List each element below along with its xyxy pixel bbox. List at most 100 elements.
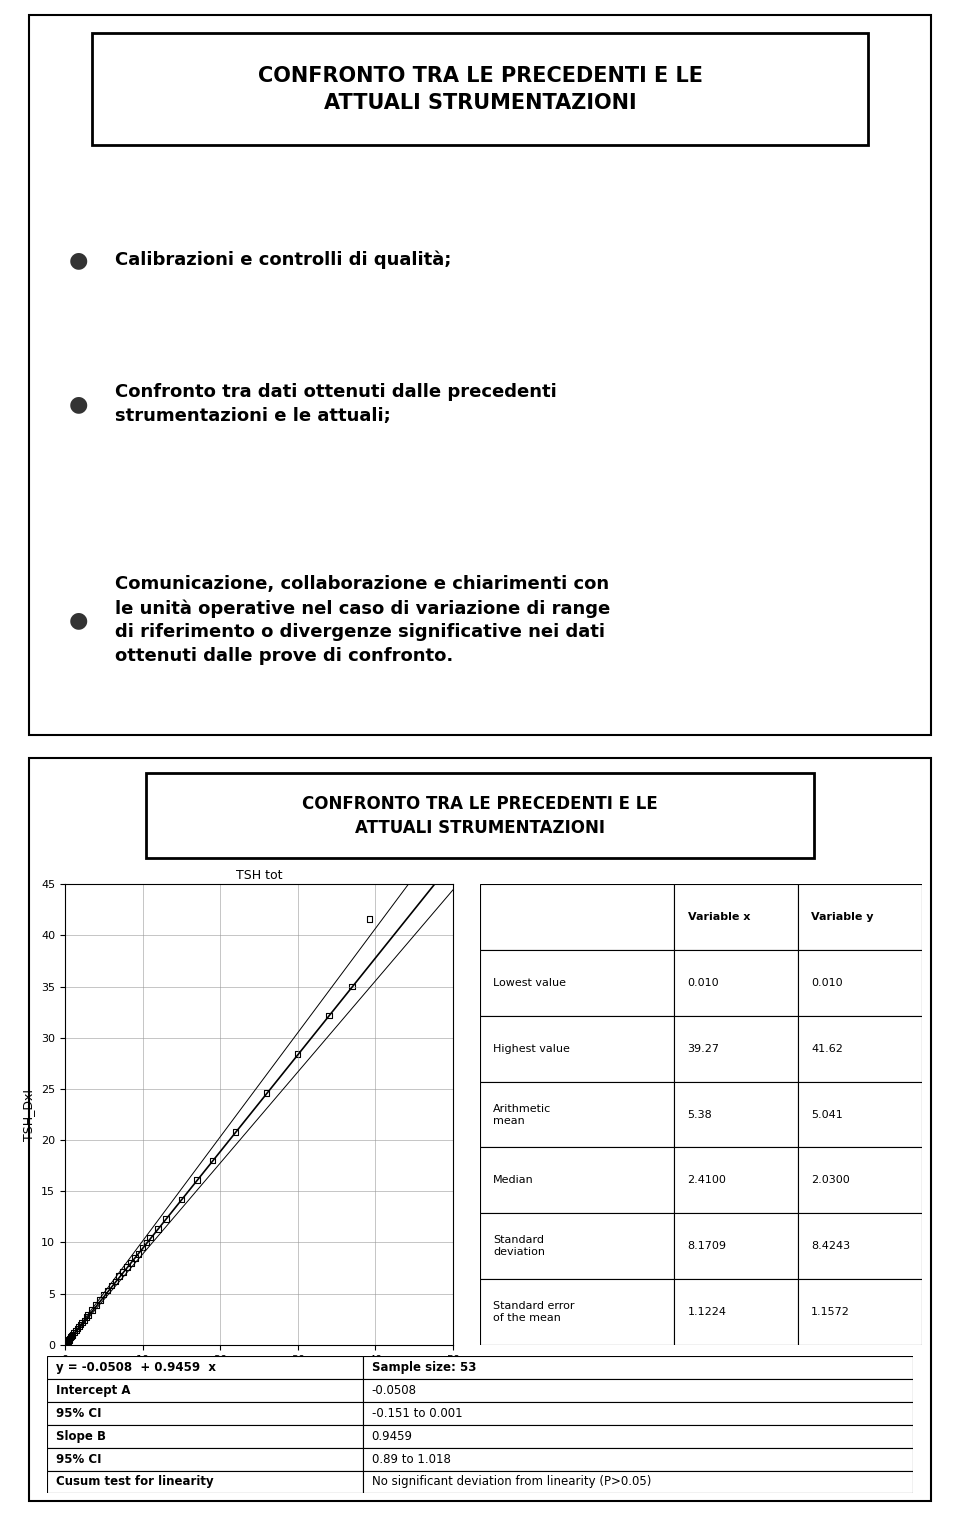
Bar	[674, 1082, 798, 1148]
Point	[81, 1304, 96, 1328]
Bar	[480, 1213, 674, 1280]
Bar	[674, 884, 798, 951]
Text: 2.4100: 2.4100	[687, 1175, 727, 1186]
Bar	[480, 884, 674, 951]
Point	[228, 1120, 243, 1145]
Point	[96, 1283, 111, 1307]
Bar	[674, 1148, 798, 1213]
Point	[189, 1167, 204, 1192]
Point	[58, 1333, 73, 1357]
Point	[58, 1333, 73, 1357]
Bar	[363, 1402, 913, 1425]
Y-axis label: TSH_DxI: TSH_DxI	[22, 1088, 36, 1140]
Text: ●: ●	[69, 609, 88, 631]
Point	[111, 1264, 127, 1289]
Text: 8.4243: 8.4243	[811, 1242, 851, 1251]
Point	[70, 1316, 85, 1340]
Text: 41.62: 41.62	[811, 1045, 843, 1054]
Point	[143, 1225, 158, 1249]
Point	[58, 1333, 73, 1357]
Text: No significant deviation from linearity (P>0.05): No significant deviation from linearity …	[372, 1475, 651, 1489]
Text: Intercept A: Intercept A	[56, 1384, 130, 1396]
Text: 95% CI: 95% CI	[56, 1407, 101, 1420]
Text: Comunicazione, collaborazione e chiarimenti con
le unità operative nel caso di v: Comunicazione, collaborazione e chiarime…	[114, 575, 610, 666]
Point	[63, 1325, 79, 1349]
Text: 0.010: 0.010	[687, 978, 719, 988]
Text: ●: ●	[69, 394, 88, 414]
Text: 0.010: 0.010	[811, 978, 843, 988]
Text: Lowest value: Lowest value	[493, 978, 566, 988]
Point	[79, 1305, 94, 1330]
Text: ●: ●	[69, 250, 88, 270]
Point	[92, 1287, 108, 1311]
Text: 5.38: 5.38	[687, 1110, 712, 1119]
Point	[88, 1293, 104, 1317]
Bar	[47, 1471, 363, 1493]
Title: TSH tot: TSH tot	[235, 869, 282, 882]
Text: -0.151 to 0.001: -0.151 to 0.001	[372, 1407, 463, 1420]
Point	[58, 1333, 73, 1357]
Bar	[363, 1425, 913, 1448]
Bar	[480, 1082, 674, 1148]
Text: Calibrazioni e controlli di qualità;: Calibrazioni e controlli di qualità;	[114, 250, 451, 270]
Point	[104, 1273, 119, 1298]
Bar	[798, 1280, 922, 1345]
Point	[58, 1333, 73, 1357]
Text: Variable y: Variable y	[811, 913, 874, 922]
Point	[131, 1242, 146, 1266]
Text: Slope B: Slope B	[56, 1430, 106, 1443]
Bar	[480, 1280, 674, 1345]
Text: 39.27: 39.27	[687, 1045, 720, 1054]
Bar	[47, 1402, 363, 1425]
Point	[74, 1310, 89, 1334]
Point	[60, 1328, 76, 1352]
Text: Confronto tra dati ottenuti dalle precedenti
strumentazioni e le attuali;: Confronto tra dati ottenuti dalle preced…	[114, 384, 556, 424]
Bar	[798, 1148, 922, 1213]
Point	[59, 1331, 74, 1355]
Point	[138, 1231, 154, 1255]
Point	[290, 1041, 305, 1066]
Text: -0.0508: -0.0508	[372, 1384, 417, 1396]
Text: y = -0.0508  + 0.9459  x: y = -0.0508 + 0.9459 x	[56, 1361, 215, 1373]
Point	[59, 1331, 74, 1355]
Point	[61, 1328, 77, 1352]
Bar	[363, 1471, 913, 1493]
Bar	[363, 1355, 913, 1380]
Bar	[798, 1016, 922, 1082]
Point	[100, 1278, 115, 1302]
Point	[127, 1246, 142, 1270]
Bar	[92, 33, 868, 146]
Point	[68, 1319, 84, 1343]
Bar	[480, 1016, 674, 1082]
Point	[151, 1217, 166, 1242]
Point	[60, 1330, 75, 1354]
Text: Highest value: Highest value	[493, 1045, 570, 1054]
Point	[73, 1313, 88, 1337]
Text: Cusum test for linearity: Cusum test for linearity	[56, 1475, 213, 1489]
Bar	[363, 1448, 913, 1471]
Bar	[674, 1280, 798, 1345]
Bar	[798, 1213, 922, 1280]
Text: Standard error
of the mean: Standard error of the mean	[493, 1301, 575, 1323]
Point	[62, 1325, 78, 1349]
Text: Standard
deviation: Standard deviation	[493, 1236, 545, 1257]
Bar	[674, 1016, 798, 1082]
Point	[84, 1298, 100, 1322]
Bar	[674, 951, 798, 1016]
Bar	[47, 1448, 363, 1471]
Point	[61, 1326, 77, 1351]
Point	[58, 1333, 73, 1357]
Point	[321, 1004, 336, 1028]
Bar	[363, 1380, 913, 1402]
Point	[108, 1269, 123, 1293]
Point	[119, 1255, 134, 1280]
Point	[204, 1149, 220, 1173]
Bar	[47, 1425, 363, 1448]
Text: 0.9459: 0.9459	[372, 1430, 413, 1443]
Point	[64, 1323, 80, 1348]
Text: Variable x: Variable x	[687, 913, 750, 922]
Text: Arithmetic
mean: Arithmetic mean	[493, 1104, 551, 1125]
X-axis label: TSH_Centaur: TSH_Centaur	[218, 1370, 300, 1383]
Text: 5.041: 5.041	[811, 1110, 843, 1119]
Bar	[798, 884, 922, 951]
